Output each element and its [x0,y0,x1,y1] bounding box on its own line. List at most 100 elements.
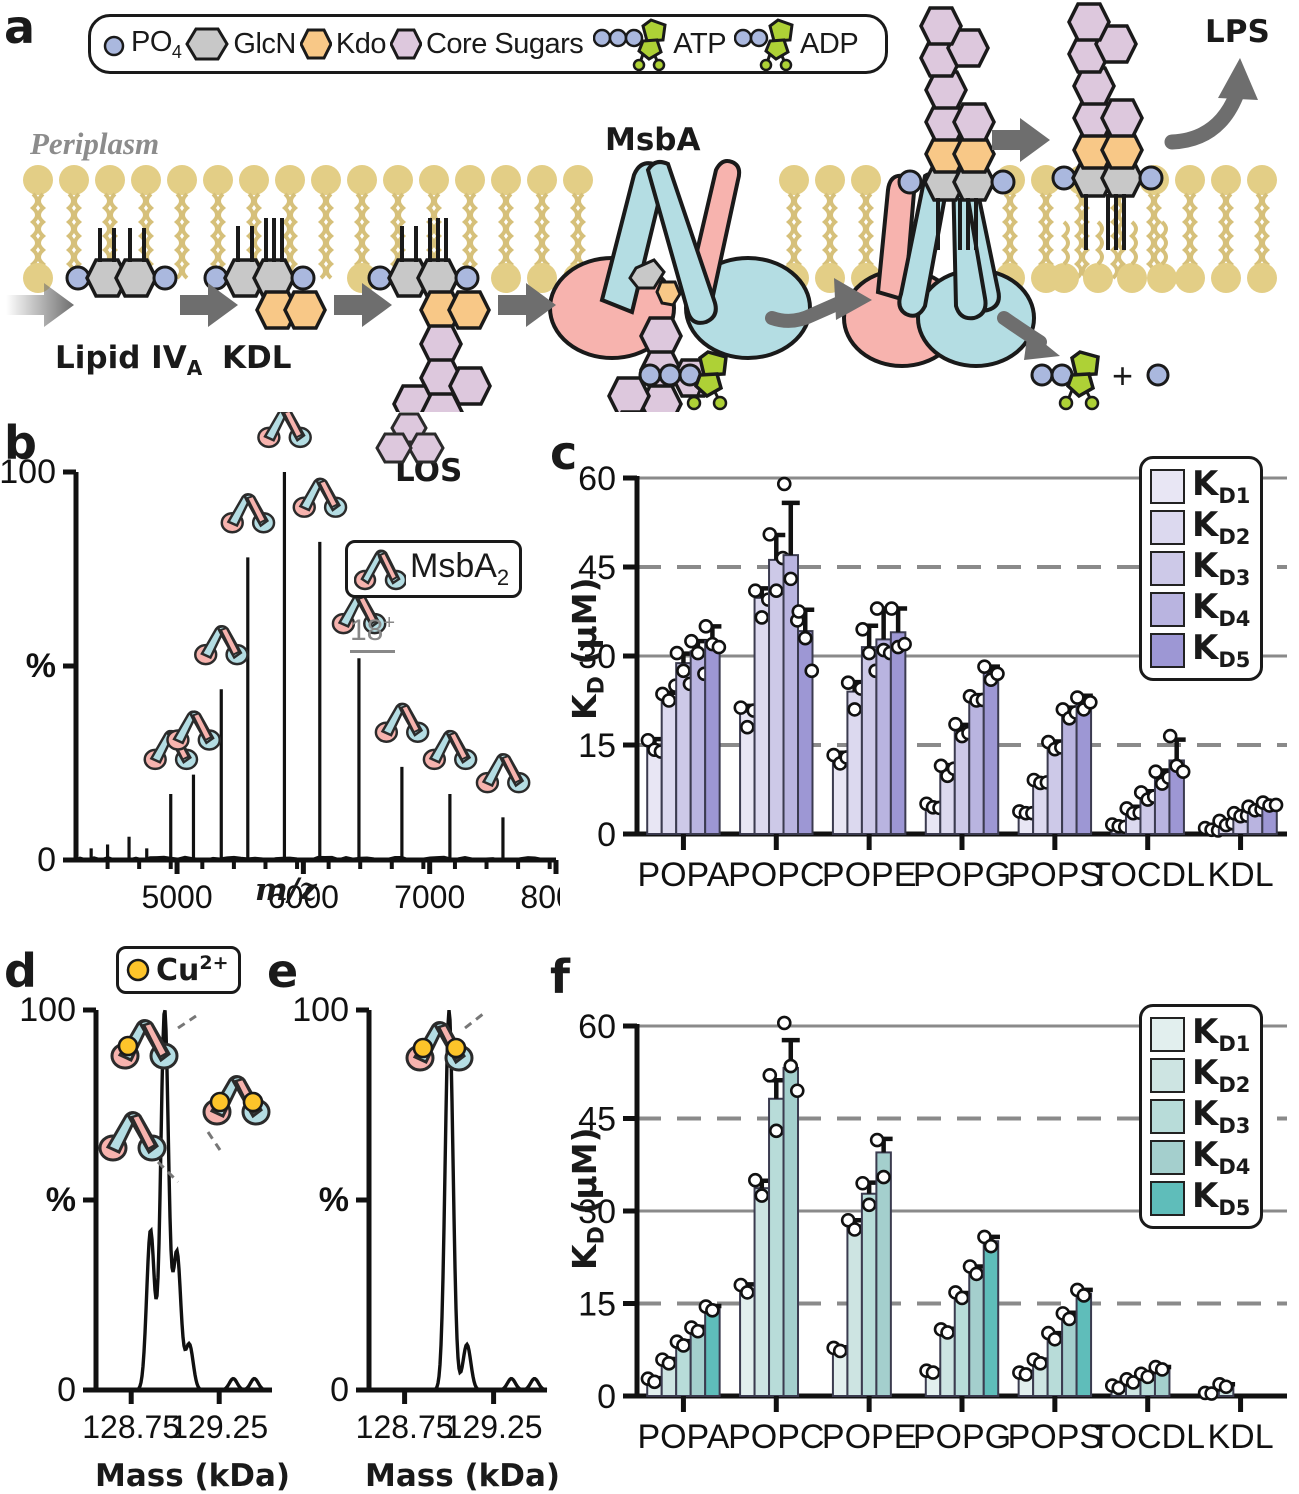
replicate-point [677,665,689,677]
legend-color-swatch [1150,1058,1185,1093]
msba-dimer-icon [167,712,219,750]
lipid-head-lower [1147,263,1177,293]
lipid-head-upper [851,165,881,195]
replicate-point [785,1060,797,1072]
bar [984,1241,998,1396]
lipid-head-upper [1175,165,1205,195]
legend-series-label: KD4 [1192,590,1250,630]
legend-series-label: KD4 [1192,1138,1250,1178]
replicate-point [785,573,797,585]
replicate-point [1020,1368,1032,1380]
lipid-head-upper [419,165,449,195]
replicate-point [741,1286,753,1298]
replicate-point [1034,1357,1046,1369]
panel-c-yaxis-label: KD (µM) [565,577,610,720]
substrate-lipid-iva [67,228,176,296]
replicate-point [770,585,782,597]
replicate-point [1071,692,1083,704]
replicate-point [1156,1363,1168,1375]
lipid-tail [1064,222,1068,264]
replicate-point [978,661,990,673]
x-tick-label: POPS [1008,856,1102,894]
lipid-tail [213,194,217,278]
lipid-tail [183,194,187,278]
legend-series-label: KD3 [1192,1097,1250,1137]
x-tick-label: POPS [1008,1418,1102,1456]
panel-d-xaxis-label: Mass (kDa) [95,1458,290,1494]
replicate-point [849,1224,861,1236]
legend-row: KD3 [1150,548,1250,589]
replicate-point [871,1134,883,1146]
replicate-point [692,647,704,659]
legend-color-swatch [1150,1099,1185,1134]
msba-dimer-icon [258,412,310,447]
y-tick-label: % [46,1181,76,1219]
replicate-point [834,1345,846,1357]
lipid-head-upper [491,165,521,195]
panel-d-mass-spectrum-cu: d 0% 100 128.75 129.25 Cu2+ Mass (kDa) [0,910,275,1493]
y-tick-label: 0 [37,841,56,879]
y-tick-label: 15 [578,1286,616,1324]
replicate-point [970,1268,982,1280]
x-tick-label: 7000 [394,879,465,912]
msba2-plus-2cu-cartoon [204,1077,269,1124]
lipid-head-upper [95,165,125,195]
replicate-point [863,1199,875,1211]
legend-row: KD1 [1150,466,1250,507]
leader-line [208,1132,220,1150]
replicate-point [692,1325,704,1337]
legend-color-swatch [1150,1181,1185,1216]
replicate-point [985,1240,997,1252]
y-tick-label: 100 [19,991,76,1029]
y-tick-label: 0 [57,1371,76,1409]
lipid-head-upper [59,165,89,195]
y-tick-label: 0 [597,816,616,854]
lipid-head-lower [1175,263,1205,293]
legend-color-swatch [1150,469,1185,504]
panel-a-pathway-diagram: a PO4 GlcN Kdo Core Sugars ATP [0,0,1299,412]
bar [798,631,812,834]
y-tick-label: 0 [330,1371,349,1409]
panel-e-mass-spectrum-cu2: e 0% 100 128.75 129.25 Mass (kDa) [265,910,550,1493]
copper-dot-icon [244,1093,262,1111]
bar [984,672,998,834]
replicate-point [1177,766,1189,778]
bar [955,1296,969,1396]
lipid-head-upper [383,165,413,195]
replicate-point [764,528,776,540]
msba-dimer-icon [477,754,529,792]
legend-row: KD4 [1150,589,1250,630]
y-tick-label: 60 [578,1008,616,1046]
bar [784,555,798,834]
replicate-point [671,647,683,659]
replicate-point [871,603,883,615]
bar [740,1289,754,1396]
lipid-tail [471,194,475,278]
lipid-head-upper [311,165,341,195]
bar [847,1225,861,1396]
bar [769,560,783,834]
legend-series-label: KD2 [1192,508,1250,548]
legend-series-label: KD1 [1192,467,1250,507]
lipid-head-upper [203,165,233,195]
y-tick-label: % [26,647,56,685]
replicate-point [806,665,818,677]
msba2-dimer-legend: MsbA2 [345,540,522,598]
lipid-head-upper [347,165,377,195]
membrane-transport-diagram: + [0,0,1299,412]
y-tick-label: 100 [292,991,349,1029]
panel-f-yaxis-label: KD (µM) [565,1127,610,1270]
msba-dimer-icon [354,547,406,591]
legend-series-label: KD5 [1192,631,1250,671]
lipid-head-lower [491,263,521,293]
replicate-point [857,1177,869,1189]
lipid-head-lower [1049,263,1079,293]
y-tick-label: 100 [0,453,56,491]
replicate-point [706,1304,718,1316]
replicate-point [950,718,962,730]
replicate-point [927,1367,939,1379]
msba-dimer-icon [424,731,476,769]
lipid-head-upper [131,165,161,195]
leader-line [465,1014,483,1028]
replicate-point [791,1085,803,1097]
